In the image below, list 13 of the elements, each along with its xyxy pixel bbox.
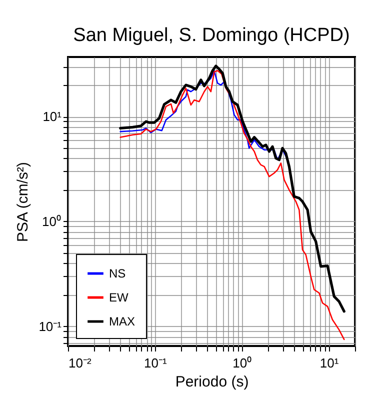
x-tick-label: 10⁰: [232, 356, 252, 370]
y-tick-label: 10⁰: [42, 214, 62, 229]
y-tick-label: 10¹: [42, 109, 62, 124]
x-tick-label: 10⁻²: [68, 356, 92, 370]
legend-label: EW: [109, 290, 130, 304]
legend-label: MAX: [109, 314, 136, 328]
y-tick-label: 10⁻¹: [38, 318, 62, 334]
chart-title: San Miguel, S. Domingo (HCPD): [73, 25, 350, 46]
x-tick-label: 10¹: [320, 356, 340, 370]
y-axis-title: PSA (cm/s²): [14, 162, 32, 242]
x-axis-title: Periodo (s): [175, 374, 249, 390]
legend-label: NS: [109, 266, 126, 280]
x-tick-label: 10⁻¹: [144, 356, 168, 370]
